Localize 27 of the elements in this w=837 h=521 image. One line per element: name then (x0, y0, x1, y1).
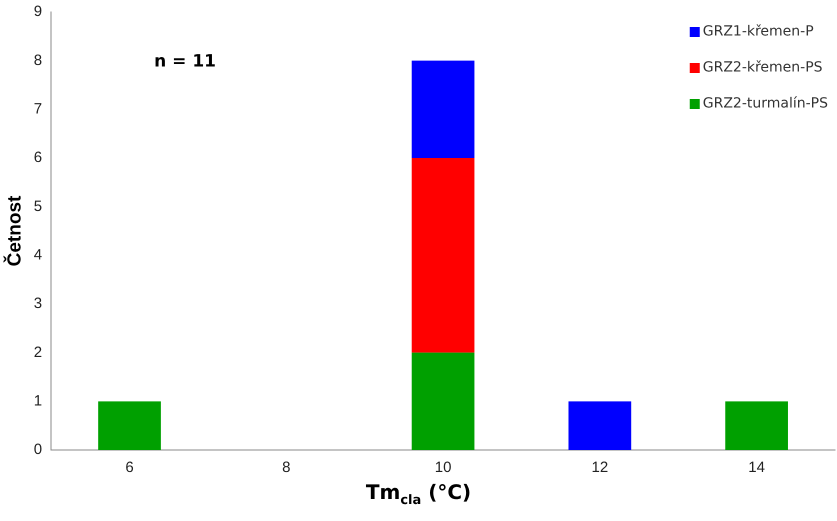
annotation: n = 11 (154, 51, 216, 72)
y-tick-label: 5 (34, 198, 42, 215)
y-axis-title: Četnost (2, 194, 26, 266)
y-tick-label: 3 (34, 295, 42, 312)
y-tick-label: 7 (34, 100, 42, 118)
bar (725, 401, 788, 450)
x-axis-title: Tm$_{cla}$ (°C) (364, 480, 472, 508)
y-tick-label: 1 (34, 392, 42, 410)
bar (98, 401, 161, 450)
legend-label: GRZ1-křemen-P (702, 24, 814, 40)
bar (412, 158, 474, 353)
bar (412, 352, 474, 450)
x-tick-label: 14 (748, 459, 765, 476)
y-tick-label: 6 (34, 149, 42, 166)
y-tick-label: 0 (34, 441, 42, 458)
legend-label: GRZ2-křemen-PS (702, 60, 823, 76)
x-tick-label: 10 (434, 459, 452, 476)
y-tick-label: 9 (34, 3, 42, 20)
y-tick-label: 8 (34, 52, 42, 69)
bar (412, 60, 474, 158)
x-tick-label: 12 (592, 459, 608, 476)
bar (568, 401, 632, 450)
y-tick-label: 4 (34, 246, 42, 264)
x-tick-label: 8 (282, 459, 290, 476)
x-tick-label: 6 (125, 459, 134, 476)
y-tick-label: 2 (34, 344, 42, 361)
legend-label: GRZ2-turmalín-PS (702, 96, 828, 112)
